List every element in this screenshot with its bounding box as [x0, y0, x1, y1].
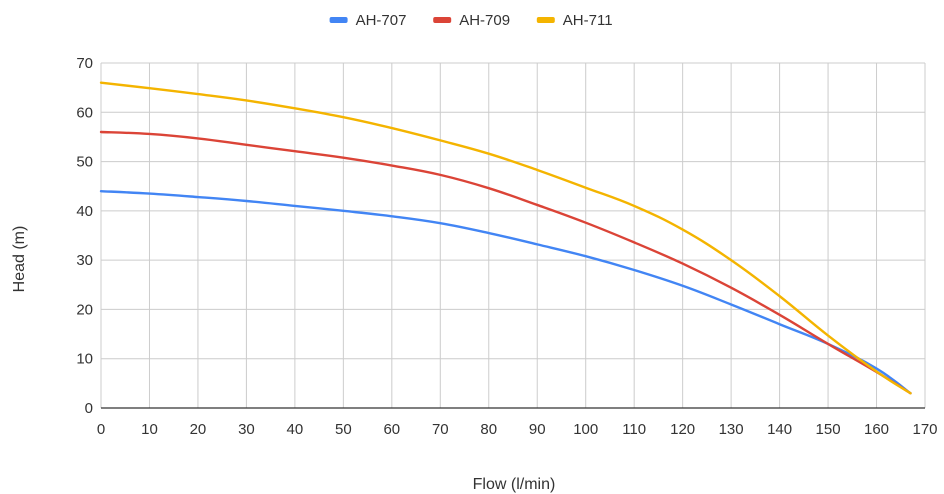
legend-swatch-ah-709 [433, 17, 452, 23]
series-line-ah-709 [99, 130, 912, 395]
x-tick-label: 90 [529, 421, 546, 438]
x-tick-label: 100 [573, 421, 598, 438]
y-tick-label: 70 [76, 55, 93, 72]
y-tick-label: 60 [76, 104, 93, 121]
x-tick-label: 160 [864, 421, 889, 438]
x-tick-label: 10 [141, 421, 158, 438]
y-tick-label: 10 [76, 351, 93, 368]
legend-swatch-ah-707 [329, 17, 348, 23]
y-axis-label: Head (m) [11, 226, 28, 293]
x-tick-label: 140 [767, 421, 792, 438]
x-tick-label: 40 [287, 421, 304, 438]
y-tick-label: 20 [76, 301, 93, 318]
y-tick-label: 40 [76, 203, 93, 220]
series-lines [99, 81, 912, 395]
x-tick-label: 120 [670, 421, 695, 438]
x-tick-label: 50 [335, 421, 352, 438]
grid-lines [100, 62, 926, 408]
y-tick-label: 0 [85, 400, 93, 417]
legend-label-ah-707: AH-707 [356, 12, 407, 29]
series-line-ah-707 [99, 189, 912, 395]
legend-swatch-ah-711 [536, 17, 555, 23]
legend-label-ah-709: AH-709 [459, 12, 510, 29]
y-tick-label: 50 [76, 154, 93, 171]
legend-label-ah-711: AH-711 [563, 12, 613, 29]
x-tick-label: 30 [238, 421, 255, 438]
x-tick-label: 150 [816, 421, 841, 438]
axes: 0 10 20 30 40 50 60 70 0 10 20 30 40 50 60 70 80 90 100 110… [76, 55, 937, 438]
x-tick-label: 20 [190, 421, 207, 438]
x-tick-label: 130 [719, 421, 744, 438]
x-axis-label: Flow (l/min) [473, 476, 556, 493]
x-tick-label: 70 [432, 421, 449, 438]
series-line-ah-711 [99, 81, 912, 395]
x-tick-label: 110 [622, 421, 646, 438]
x-tick-label: 0 [97, 421, 105, 438]
x-tick-label: 170 [912, 421, 937, 438]
x-tick-label: 60 [383, 421, 400, 438]
x-tick-label: 80 [480, 421, 497, 438]
legend: AH-707 AH-709 AH-711 [329, 12, 613, 29]
y-tick-label: 30 [76, 252, 93, 269]
